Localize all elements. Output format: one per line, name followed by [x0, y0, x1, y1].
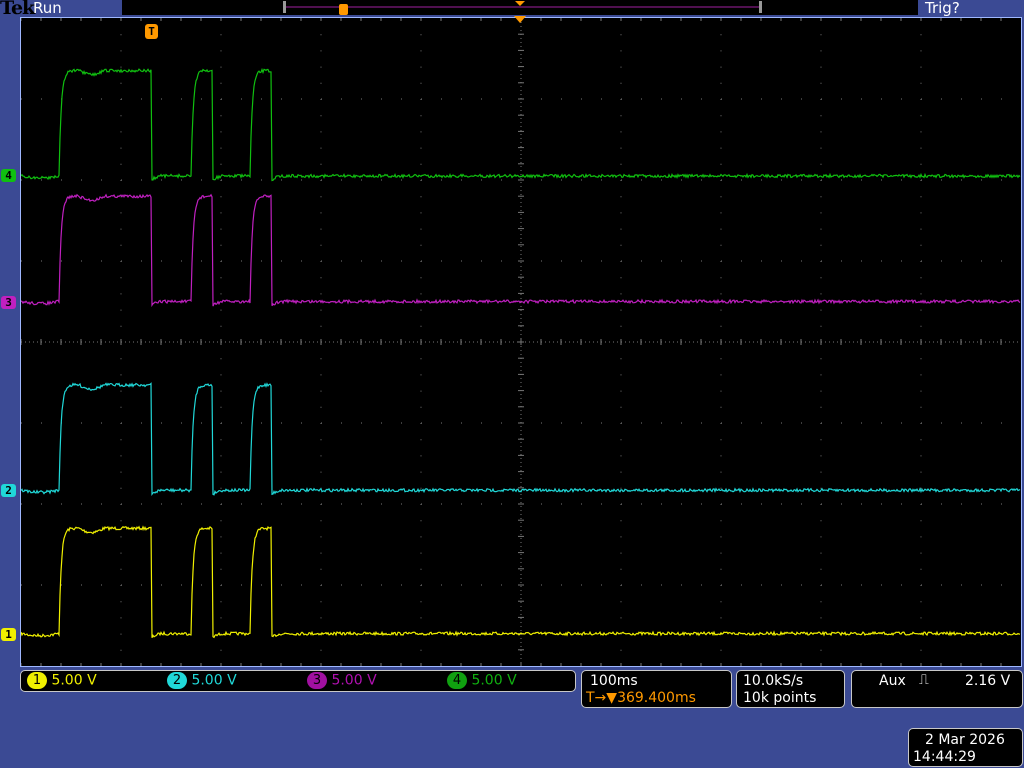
ch4-badge: 4: [447, 672, 467, 689]
trigger-source: Aux: [879, 673, 906, 689]
ch2-ground-marker[interactable]: 2: [1, 484, 16, 497]
ch3-scale: 5.00 V: [331, 672, 377, 689]
date: 2 Mar 2026: [925, 732, 1005, 748]
ch1-scale: 5.00 V: [51, 672, 97, 689]
ch4-scale: 5.00 V: [471, 672, 517, 689]
delay-icon: T→▼: [586, 690, 618, 706]
delay-value: 369.400ms: [617, 690, 696, 706]
acquisition-state: Run: [33, 0, 62, 17]
window-bracket-left: [283, 1, 286, 13]
time: 14:44:29: [913, 749, 976, 765]
horizontal-position-icon: [514, 16, 526, 23]
ch4-ground-marker[interactable]: 4: [1, 169, 16, 182]
ch1-ground-marker[interactable]: 1: [1, 628, 16, 641]
record-length: 10k points: [743, 690, 817, 706]
trigger-readout[interactable]: Aux ⎍ 2.16 V: [851, 670, 1023, 708]
ch2-scale: 5.00 V: [191, 672, 237, 689]
ch1-readout[interactable]: 1 5.00 V: [27, 672, 97, 689]
datetime-readout[interactable]: 2 Mar 2026 14:44:29: [908, 728, 1023, 767]
graticule-and-traces: [20, 17, 1021, 666]
rising-edge-icon: ⎍: [919, 672, 929, 688]
expansion-point-icon: [515, 1, 525, 6]
trigger-level: 2.16 V: [965, 673, 1011, 689]
trace-ch3: [20, 193, 1021, 308]
waveform-display[interactable]: [20, 17, 1022, 667]
ch2-badge: 2: [167, 672, 187, 689]
trace-ch4: [20, 67, 1021, 182]
time-per-div: 100ms: [590, 673, 638, 689]
trigger-status: Trig?: [925, 0, 960, 17]
ch4-readout[interactable]: 4 5.00 V: [447, 672, 517, 689]
trace-ch2: [20, 382, 1021, 496]
record-view-graphic: [283, 1, 762, 15]
channel-readout: 1 5.00 V 2 5.00 V 3 5.00 V 4 5.00 V: [20, 670, 576, 692]
sample-rate: 10.0kS/s: [743, 673, 804, 689]
record-view-bar: [122, 0, 918, 15]
horizontal-readout[interactable]: 100ms T→▼369.400ms: [581, 670, 732, 708]
acquisition-readout[interactable]: 10.0kS/s 10k points: [736, 670, 845, 708]
ch2-readout[interactable]: 2 5.00 V: [167, 672, 237, 689]
window-bracket-right: [759, 1, 762, 13]
ch3-ground-marker[interactable]: 3: [1, 296, 16, 309]
trigger-position-icon: [339, 4, 348, 15]
ch1-badge: 1: [27, 672, 47, 689]
ch3-readout[interactable]: 3 5.00 V: [307, 672, 377, 689]
trace-ch1: [20, 525, 1021, 639]
ch3-badge: 3: [307, 672, 327, 689]
tek-logo: Tek: [0, 0, 35, 19]
trigger-delay: T→▼369.400ms: [586, 690, 696, 706]
trigger-point-icon: T: [145, 24, 158, 39]
